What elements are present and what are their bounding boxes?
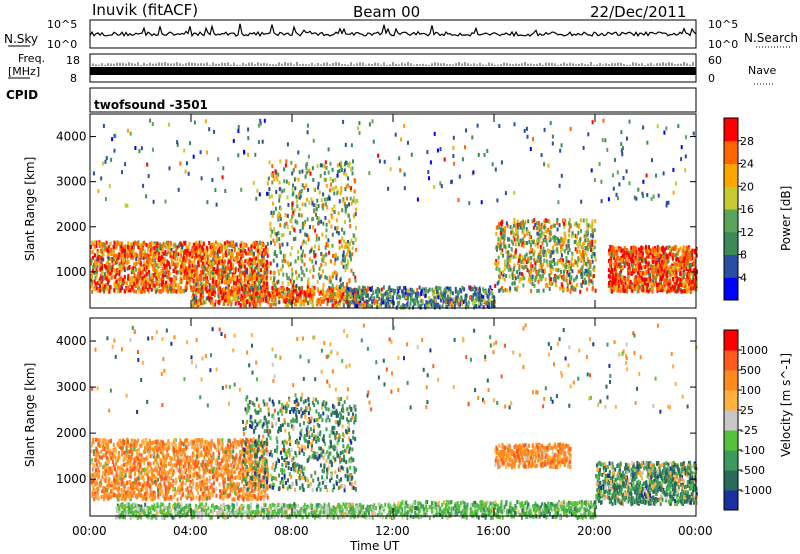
colorbar-tick-label: 25 bbox=[740, 404, 754, 417]
y-tick-label: 4000 bbox=[56, 334, 87, 348]
x-tick-label: 00:00 bbox=[72, 524, 107, 538]
colorbar-frame bbox=[723, 329, 739, 511]
sky-panel-frame bbox=[89, 19, 697, 49]
colorbar-tick-label: 4 bbox=[740, 271, 747, 284]
colorbar-segment bbox=[724, 209, 738, 233]
y-tick-label: 3000 bbox=[56, 380, 87, 394]
colorbar-segment bbox=[724, 231, 738, 255]
colorbar-tick-label: 20 bbox=[740, 180, 754, 193]
x-tick-label: 12:00 bbox=[375, 524, 410, 538]
colorbar-tick-label: 1000 bbox=[740, 344, 768, 357]
colorbar-tick-label: -100 bbox=[740, 444, 765, 457]
colorbar-tick-label: 8 bbox=[740, 249, 747, 262]
colorbar-label: Power [dB] bbox=[779, 186, 793, 251]
freq-unit-label: [MHz] bbox=[8, 65, 41, 78]
x-axis-label: Time UT bbox=[349, 539, 400, 553]
x-tick-label: 16:00 bbox=[476, 524, 511, 538]
beam-title: Beam 00 bbox=[353, 3, 421, 21]
cpid-label: CPID bbox=[6, 88, 39, 102]
colorbar-tick-label: 24 bbox=[740, 158, 754, 171]
colorbar-segment bbox=[724, 254, 738, 278]
freq-band bbox=[90, 67, 696, 75]
nsky-tick-bottom: 10^0 bbox=[47, 38, 78, 51]
colorbar-segment bbox=[724, 390, 738, 411]
colorbar-tick-label: -1000 bbox=[740, 484, 772, 497]
colorbar-tick-label: 500 bbox=[740, 364, 761, 377]
y-axis-label: Slant Range [km] bbox=[23, 157, 37, 261]
colorbar-segment bbox=[724, 470, 738, 491]
y-tick-label: 4000 bbox=[56, 130, 87, 144]
y-tick-label: 2000 bbox=[56, 426, 87, 440]
nave-tick-bottom: 0 bbox=[708, 72, 715, 85]
date-title: 22/Dec/2011 bbox=[590, 3, 687, 21]
y-tick-label: 2000 bbox=[56, 220, 87, 234]
nave-label: Nave bbox=[748, 64, 777, 77]
colorbar-tick-label: 16 bbox=[740, 203, 754, 216]
velocity-scatter bbox=[90, 323, 698, 520]
colorbar-segment bbox=[724, 430, 738, 451]
colorbar-segment bbox=[724, 490, 738, 511]
x-tick-label: 20:00 bbox=[577, 524, 612, 538]
colorbar-segment bbox=[724, 410, 738, 431]
colorbar-label: Velocity [m s^-1] bbox=[779, 353, 793, 457]
station-title: Inuvik (fitACF) bbox=[92, 1, 199, 19]
colorbar-tick-label: -500 bbox=[740, 464, 765, 477]
colorbar-segment bbox=[724, 163, 738, 187]
x-tick-label: 00:00 bbox=[678, 524, 713, 538]
nsky-label: N.Sky bbox=[4, 32, 39, 46]
colorbar-segment bbox=[724, 118, 738, 142]
x-tick-label: 08:00 bbox=[274, 524, 309, 538]
nsky-trace bbox=[89, 23, 697, 38]
freq-tick-top: 18 bbox=[66, 54, 80, 67]
colorbar-segment bbox=[724, 330, 738, 351]
nsearch-tick-top: 10^5 bbox=[708, 18, 739, 31]
freq-spikes bbox=[89, 62, 697, 66]
nave-tick-top: 60 bbox=[708, 54, 722, 67]
cpid-program: twofsound -3501 bbox=[94, 98, 208, 112]
cpid-panel-frame bbox=[89, 87, 697, 113]
colorbar-segment bbox=[724, 186, 738, 210]
x-tick-label: 04:00 bbox=[173, 524, 208, 538]
y-axis-label: Slant Range [km] bbox=[23, 363, 37, 467]
colorbar-tick-label: -25 bbox=[740, 424, 758, 437]
colorbar-segment bbox=[724, 140, 738, 164]
y-tick-label: 1000 bbox=[56, 265, 87, 279]
nsky-tick-top: 10^5 bbox=[47, 18, 78, 31]
colorbar-segment bbox=[724, 277, 738, 301]
colorbar-segment bbox=[724, 350, 738, 371]
colorbar-tick-label: 28 bbox=[740, 135, 754, 148]
colorbar-tick-label: 100 bbox=[740, 384, 761, 397]
colorbar-segment bbox=[724, 450, 738, 471]
freq-tick-bottom: 8 bbox=[70, 72, 77, 85]
freq-label: Freq. bbox=[18, 52, 46, 65]
y-tick-label: 3000 bbox=[56, 175, 87, 189]
power-scatter bbox=[90, 118, 698, 310]
nsearch-label: N.Search bbox=[744, 31, 799, 45]
colorbar-segment bbox=[724, 370, 738, 391]
y-tick-label: 1000 bbox=[56, 472, 87, 486]
nsearch-tick-bottom: 10^0 bbox=[708, 38, 739, 51]
colorbar-tick-label: 12 bbox=[740, 226, 754, 239]
